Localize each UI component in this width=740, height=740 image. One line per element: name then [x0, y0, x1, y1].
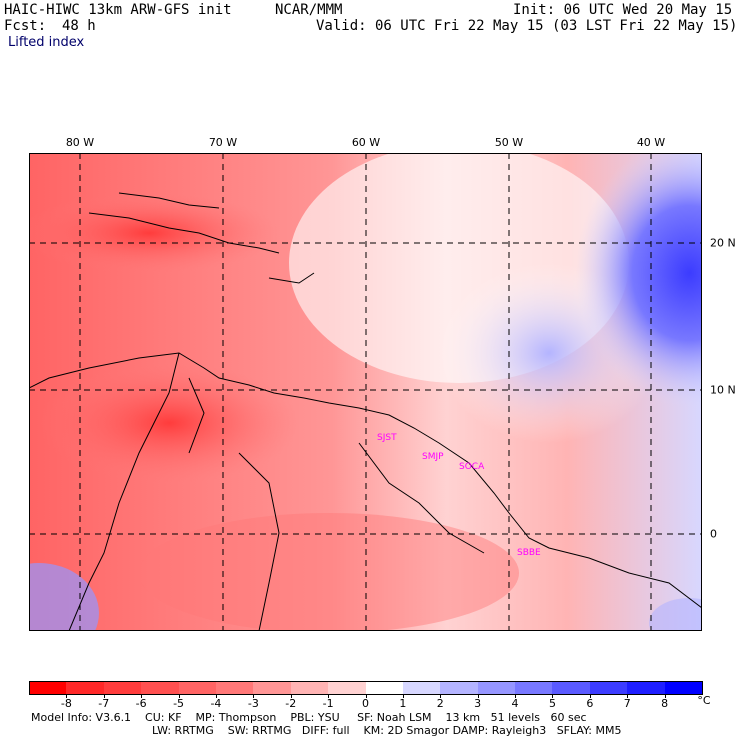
colorbar-label: 5 [548, 697, 556, 710]
lon-label-60w: 60 W [351, 136, 381, 149]
colorbar-swatch [328, 681, 367, 694]
colorbar-label: 0 [362, 697, 369, 710]
lat-label-20n: 20 N [710, 236, 736, 250]
colorbar-label: -8 [60, 697, 72, 710]
colorbar-label: -7 [98, 697, 110, 710]
colorbar-label: 3 [474, 697, 482, 710]
colorbar-swatch [552, 681, 591, 694]
colorbar-swatch [627, 681, 666, 694]
colorbar-tick [627, 694, 629, 698]
colorbar-label: -5 [173, 697, 185, 710]
colorbar-swatch [440, 681, 479, 694]
forecast-hour: 48 h [62, 18, 96, 34]
lat-lon-grid [29, 153, 702, 631]
model-info-line1: Model Info: V3.6.1 CU: KF MP: Thompson P… [31, 711, 587, 724]
colorbar-tick [515, 694, 517, 698]
colorbar-tick [365, 694, 367, 698]
lon-label-40w: 40 W [636, 136, 666, 149]
lifted-index-map: SJST SMJP SOCA SBBE [29, 153, 702, 631]
lon-label-70w: 70 W [208, 136, 238, 149]
colorbar-swatch [589, 681, 628, 694]
colorbar-tick [253, 694, 255, 698]
station-smjp: SMJP [422, 452, 444, 462]
coastlines [29, 192, 702, 631]
colorbar-swatch [103, 681, 142, 694]
forecast-label: Fcst: [4, 18, 47, 34]
colorbar-tick [103, 694, 105, 698]
colorbar-label: -4 [210, 697, 222, 710]
colorbar-tick [66, 694, 68, 698]
lon-label-50w: 50 W [494, 136, 524, 149]
colorbar-tick [178, 694, 180, 698]
station-sbbe: SBBE [517, 548, 541, 558]
colorbar-tick [552, 694, 554, 698]
colorbar-tick [290, 694, 292, 698]
init-time: Init: 06 UTC Wed 20 May 15 [513, 2, 733, 18]
stable-zone-east [449, 153, 702, 453]
unstable-zone-caribbean [29, 193, 279, 273]
colorbar-label: 1 [399, 697, 407, 710]
colorbar-swatch [515, 681, 554, 694]
colorbar-tick [215, 694, 217, 698]
station-sjst: SJST [377, 433, 397, 443]
colorbar-label: -6 [135, 697, 147, 710]
stable-zone-south-atlantic [649, 598, 702, 631]
colorbar-swatch [664, 681, 703, 694]
colorbar-tick [477, 694, 479, 698]
colorbar-label: 2 [436, 697, 444, 710]
colorbar-swatch [178, 681, 217, 694]
stable-zone-pacific [29, 563, 99, 631]
colorbar-tick [664, 694, 666, 698]
colorbar-swatch [253, 681, 292, 694]
colorbar-frame [29, 681, 703, 695]
model-info-line2: LW: RRTMG SW: RRTMG DIFF: full KM: 2D Sm… [152, 724, 622, 737]
colorbar-label: 7 [623, 697, 631, 710]
colorbar-swatch [290, 681, 329, 694]
field-name: Lifted index [8, 35, 85, 50]
lat-label-0: 0 [710, 527, 717, 541]
model-title: HAIC-HIWC 13km ARW-GFS init [4, 2, 232, 18]
colorbar-tick [141, 694, 143, 698]
lat-label-10n: 10 N [710, 383, 736, 397]
valid-time: Valid: 06 UTC Fri 22 May 15 (03 LST Fri … [316, 18, 738, 34]
colorbar-swatch [402, 681, 441, 694]
colorbar-unit: °C [697, 694, 711, 707]
colorbar-swatch [29, 681, 67, 694]
colorbar-swatch [365, 681, 404, 694]
colorbar-swatch [477, 681, 516, 694]
colorbar-tick [589, 694, 591, 698]
unstable-zone-colombia [39, 363, 299, 483]
unstable-zone-amazon [139, 513, 519, 631]
colorbar-label: 4 [511, 697, 519, 710]
colorbar-swatch [215, 681, 254, 694]
colorbar-label: -2 [285, 697, 297, 710]
colorbar-label: -1 [322, 697, 334, 710]
colorbar-swatch [66, 681, 105, 694]
colorbar-label: -3 [247, 697, 259, 710]
colorbar-swatch [141, 681, 180, 694]
center-name: NCAR/MMM [275, 2, 343, 18]
colorbar-tick [402, 694, 404, 698]
colorbar-tick [440, 694, 442, 698]
colorbar-tick [328, 694, 330, 698]
map-frame [29, 153, 702, 631]
colorbar-label: 6 [586, 697, 594, 710]
station-soca: SOCA [459, 462, 485, 472]
lon-label-80w: 80 W [65, 136, 95, 149]
colorbar-label: 8 [661, 697, 669, 710]
